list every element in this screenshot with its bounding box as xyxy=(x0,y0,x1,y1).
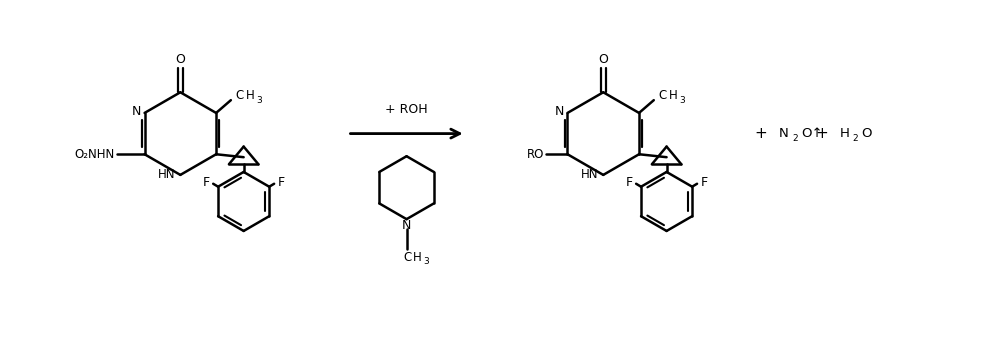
Text: F: F xyxy=(700,176,708,189)
Text: N: N xyxy=(132,105,142,118)
Text: O: O xyxy=(598,53,608,66)
Text: +: + xyxy=(815,126,828,141)
Text: H: H xyxy=(246,89,254,102)
Text: N: N xyxy=(555,105,565,118)
Text: 2: 2 xyxy=(852,134,858,143)
Text: O↑: O↑ xyxy=(801,127,823,140)
Text: N: N xyxy=(778,127,788,140)
Text: 3: 3 xyxy=(423,258,429,266)
Text: N: N xyxy=(402,219,411,232)
Text: H: H xyxy=(669,89,677,102)
Text: O₂NHN: O₂NHN xyxy=(75,148,115,161)
Text: F: F xyxy=(277,176,285,189)
Text: C: C xyxy=(659,89,667,102)
Text: 3: 3 xyxy=(679,96,685,105)
Text: C: C xyxy=(236,89,244,102)
Text: + ROH: + ROH xyxy=(385,102,428,116)
Text: HN: HN xyxy=(158,168,175,182)
Text: HN: HN xyxy=(581,168,598,182)
Text: H: H xyxy=(839,127,849,140)
Text: O: O xyxy=(861,127,871,140)
Text: 2: 2 xyxy=(792,134,798,143)
Text: 3: 3 xyxy=(257,96,262,105)
Text: F: F xyxy=(626,176,633,189)
Text: +: + xyxy=(754,126,767,141)
Text: RO: RO xyxy=(527,148,544,161)
Text: C: C xyxy=(403,251,412,264)
Text: O: O xyxy=(175,53,185,66)
Text: H: H xyxy=(413,251,422,264)
Text: F: F xyxy=(203,176,210,189)
